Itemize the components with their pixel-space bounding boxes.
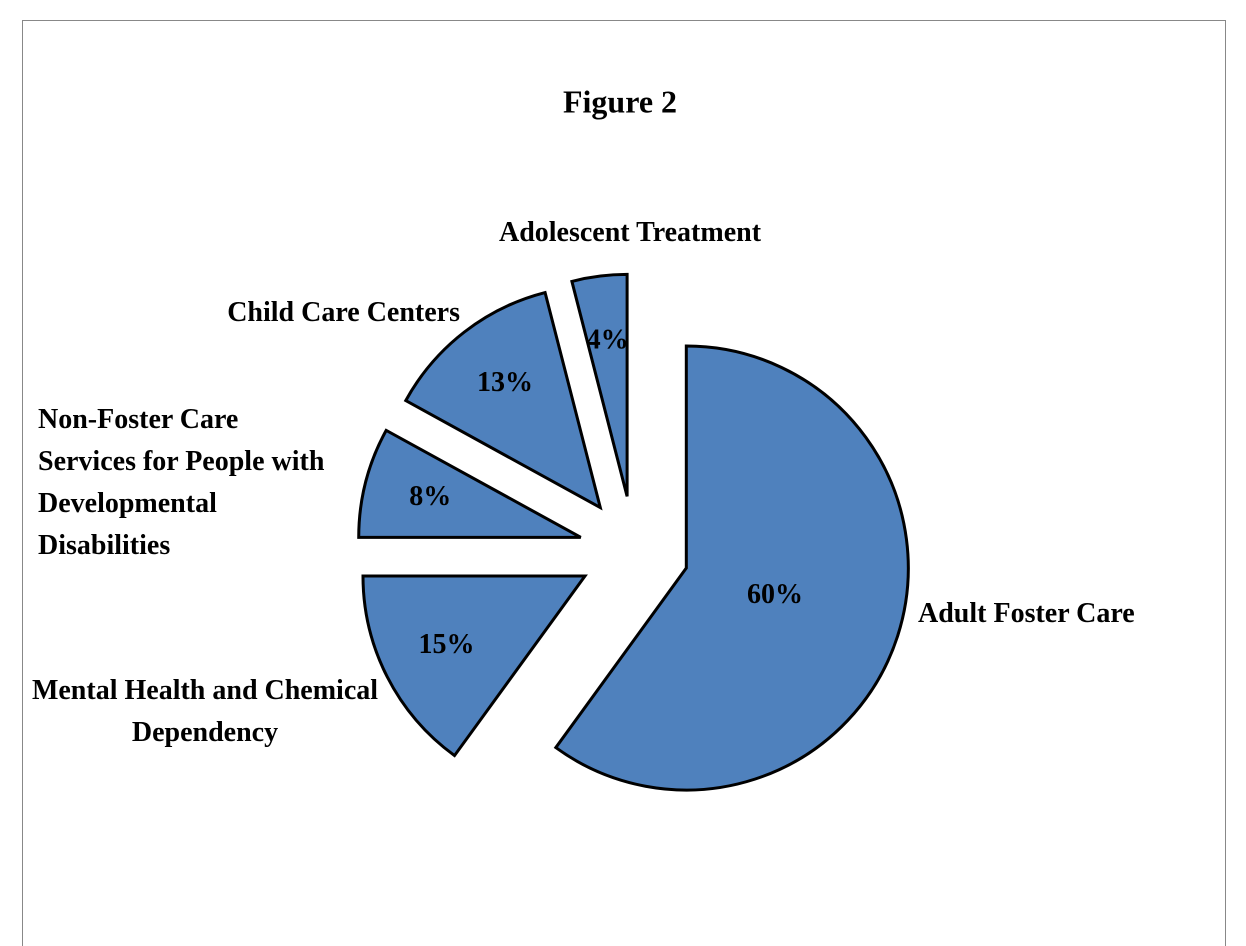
pie-slice	[403, 290, 603, 511]
value-label: 60%	[747, 579, 803, 610]
pie-slice	[553, 344, 910, 792]
value-label: 4%	[587, 325, 629, 356]
category-label: Adult Foster Care	[918, 598, 1135, 629]
value-label: 15%	[419, 629, 475, 660]
chart-title: Figure 2	[563, 83, 677, 119]
category-label: Non-Foster Care Services for People with…	[38, 404, 325, 561]
chart-frame	[22, 20, 1226, 946]
category-label: Mental Health and Chemical Dependency	[31, 675, 379, 748]
category-label: Adolescent Treatment	[498, 217, 762, 248]
value-label: 13%	[477, 367, 533, 398]
pie-slice	[361, 574, 588, 758]
category-label: Child Care Centers	[227, 297, 460, 328]
value-label: 8%	[409, 481, 451, 512]
pie-slice	[357, 428, 582, 539]
pie-slice	[570, 272, 629, 497]
